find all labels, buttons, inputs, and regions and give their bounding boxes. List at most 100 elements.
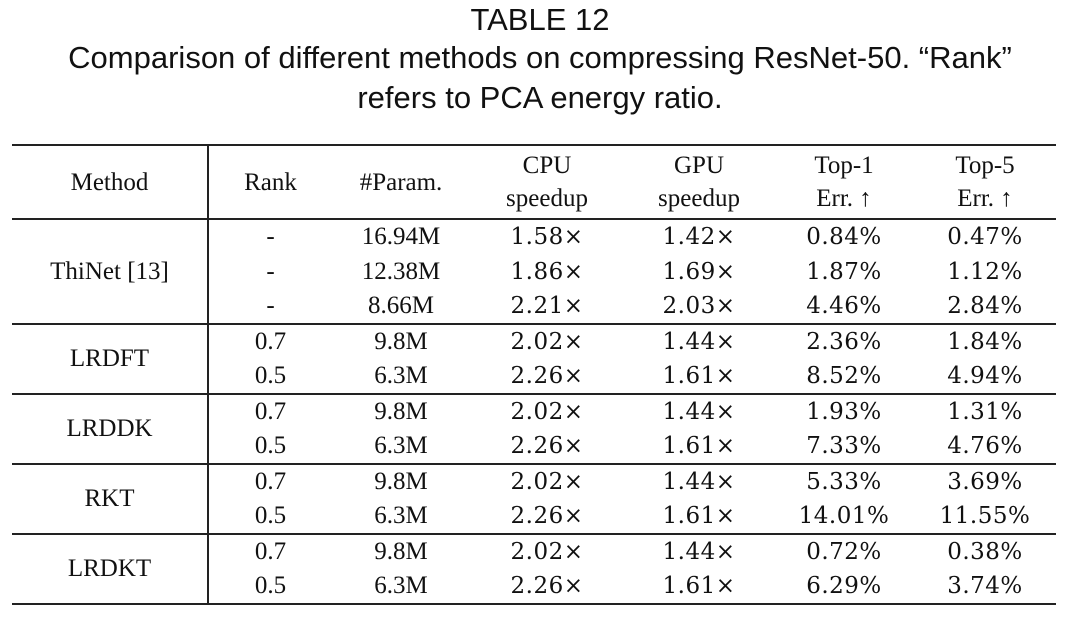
table-row: 0.5 6.3M 2.26× 1.61× 8.52% 4.94% (12, 359, 1056, 394)
cpu-cell: 2.02× (510, 539, 584, 565)
cpu-cell: 1.86× (510, 258, 584, 285)
table-row: ThiNet [13] - 16.94M 1.58× 1.42× 0.84% 0.47% (12, 219, 1056, 324)
gpu-cell: 1.61× (662, 573, 736, 599)
table-group: ThiNet [13] - 16.94M 1.58× 1.42× 0.84% 0.47% - 1… (12, 219, 1056, 324)
param-cell: 8.66M (368, 292, 434, 319)
rank-cell: 0.7 (254, 398, 287, 425)
rank-cell: 0.5 (254, 362, 287, 389)
cpu-cell: 2.02× (510, 469, 584, 495)
header-top5-err: Top-5 Err. ↑ (914, 145, 1056, 219)
top1-cell: 0.84% (806, 224, 882, 250)
cpu-cell: 1.58× (510, 224, 584, 250)
table-row: 0.5 6.3M 2.26× 1.61× 14.01% 11.55% (12, 499, 1056, 534)
param-cell: 9.8M (374, 398, 428, 425)
cpu-cell: 2.02× (510, 329, 584, 355)
top1-cell: 14.01% (798, 503, 890, 529)
method-cell: LRDKT (12, 534, 209, 604)
top5-cell: 3.69% (947, 469, 1023, 495)
cpu-cell: 2.21× (510, 293, 584, 319)
param-cell: 12.38M (361, 257, 441, 285)
rank-cell: 0.5 (254, 432, 287, 459)
top1-cell: 4.46% (806, 293, 882, 319)
gpu-cell: 1.44× (662, 469, 736, 495)
table-group: LRDDK 0.7 9.8M 2.02× 1.44× 1.93% 1.31% 0.5 6.3M 2… (12, 394, 1056, 464)
param-cell: 6.3M (374, 432, 428, 459)
table-row: LRDKT 0.7 9.8M 2.02× 1.44× 0.72% 0.38% (12, 534, 1056, 604)
cpu-cell: 2.26× (510, 433, 584, 459)
top5-cell: 1.12% (947, 258, 1023, 285)
top5-cell: 4.94% (947, 363, 1023, 389)
gpu-cell: 1.69× (662, 258, 736, 285)
header-top1-line2: Err. ↑ (816, 185, 872, 212)
method-cell: RKT (12, 464, 209, 534)
rank-cell: 0.7 (254, 468, 287, 495)
table-row: LRDDK 0.7 9.8M 2.02× 1.44× 1.93% 1.31% (12, 394, 1056, 464)
rank-cell: - (266, 292, 275, 319)
rank-cell: - (266, 257, 275, 285)
cpu-cell: 2.02× (510, 399, 584, 425)
top1-cell: 1.93% (806, 399, 882, 425)
param-cell: 6.3M (374, 572, 428, 599)
param-cell: 6.3M (374, 362, 428, 389)
top5-cell: 11.55% (939, 503, 1031, 529)
method-cell: LRDFT (12, 324, 209, 394)
param-cell: 9.8M (374, 328, 428, 355)
comparison-table: Method Rank #Param. CPU speedup GPU spee… (12, 144, 1056, 605)
caption-line-2: refers to PCA energy ratio. (357, 80, 723, 115)
header-cpu-line1: CPU (522, 152, 572, 179)
param-cell: 16.94M (361, 223, 441, 250)
gpu-cell: 1.44× (662, 539, 736, 565)
method-cell: LRDDK (12, 394, 209, 464)
header-gpu-speedup: GPU speedup (624, 145, 774, 219)
top1-cell: 1.87% (806, 258, 882, 285)
param-cell: 9.8M (374, 538, 428, 565)
rank-cell: 0.7 (254, 328, 287, 355)
top1-cell: 7.33% (806, 433, 882, 459)
caption-line-1: Comparison of different methods on compr… (68, 40, 1012, 75)
gpu-cell: 1.44× (662, 399, 736, 425)
header-rank: Rank (244, 168, 297, 196)
gpu-cell: 1.61× (662, 363, 736, 389)
table-group: LRDFT 0.7 9.8M 2.02× 1.44× 2.36% 1.84% 0.5 6.3M 2… (12, 324, 1056, 394)
method-cell: ThiNet [13] (12, 219, 209, 324)
gpu-cell: 1.44× (662, 329, 736, 355)
top1-cell: 8.52% (806, 363, 882, 389)
gpu-cell: 1.61× (662, 433, 736, 459)
table-group: RKT 0.7 9.8M 2.02× 1.44× 5.33% 3.69% 0.5 6.3M 2.2… (12, 464, 1056, 534)
header-top1-err: Top-1 Err. ↑ (774, 145, 914, 219)
header-gpu-line1: GPU (673, 152, 724, 179)
param-cell: 6.3M (374, 502, 428, 529)
top5-cell: 1.84% (947, 329, 1023, 355)
table-row: RKT 0.7 9.8M 2.02× 1.44× 5.33% 3.69% (12, 464, 1056, 534)
table-row: 0.5 6.3M 2.26× 1.61× 6.29% 3.74% (12, 569, 1056, 604)
table-row: - 8.66M 2.21× 2.03× 4.46% 2.84% (12, 289, 1056, 324)
param-cell: 9.8M (374, 468, 428, 495)
top5-cell: 1.31% (947, 399, 1023, 425)
top5-cell: 3.74% (947, 573, 1023, 599)
gpu-cell: 2.03× (662, 293, 736, 319)
table-row: LRDFT 0.7 9.8M 2.02× 1.44× 2.36% 1.84% (12, 324, 1056, 394)
top1-cell: 5.33% (806, 469, 882, 495)
rank-cell: - (266, 223, 275, 250)
cpu-cell: 2.26× (510, 503, 584, 529)
header-row: Method Rank #Param. CPU speedup GPU spee… (12, 145, 1056, 219)
table-header: Method Rank #Param. CPU speedup GPU spee… (12, 145, 1056, 219)
rank-cell: 0.7 (254, 538, 287, 565)
table-row: - 12.38M 1.86× 1.69× 1.87% 1.12% (12, 254, 1056, 289)
table-group: LRDKT 0.7 9.8M 2.02× 1.44× 0.72% 0.38% 0.5 6.3M 2… (12, 534, 1056, 604)
top5-cell: 0.47% (947, 224, 1023, 250)
top1-cell: 0.72% (806, 539, 882, 565)
header-cpu-speedup: CPU speedup (470, 145, 624, 219)
gpu-cell: 1.61× (662, 503, 736, 529)
top5-cell: 2.84% (947, 293, 1023, 319)
gpu-cell: 1.42× (662, 224, 736, 250)
header-top1-line1: Top-1 (814, 152, 874, 179)
header-top5-line2: Err. ↑ (957, 185, 1013, 212)
top5-cell: 0.38% (947, 539, 1023, 565)
rank-cell: 0.5 (254, 502, 287, 529)
header-param: #Param. (359, 168, 443, 196)
header-method: Method (12, 145, 209, 219)
cpu-cell: 2.26× (510, 573, 584, 599)
table-label: TABLE 12 (470, 2, 610, 37)
header-cpu-line2: speedup (506, 185, 588, 212)
